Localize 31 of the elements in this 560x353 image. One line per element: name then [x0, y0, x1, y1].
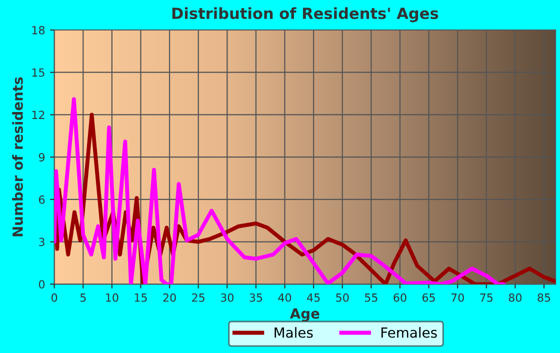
- y-tick-label: 18: [32, 26, 45, 34]
- x-tick-label: 15: [134, 294, 147, 302]
- x-tick-label: 50: [336, 293, 349, 302]
- x-tick-label: 40: [278, 293, 292, 302]
- y-tick-label: 9: [38, 153, 45, 162]
- y-axis-title: Number of residents: [12, 77, 23, 236]
- y-tick-label: 3: [39, 238, 44, 246]
- y-tick-label: 0: [38, 280, 45, 289]
- x-tick-label: 85: [538, 293, 550, 302]
- x-axis-title: Age: [290, 308, 320, 322]
- x-tick-label: 55: [364, 294, 378, 302]
- x-tick-label: 35: [250, 293, 262, 302]
- y-tick-label: 12: [32, 110, 44, 119]
- legend-label: Males: [274, 327, 313, 338]
- x-tick-label: 70: [451, 293, 464, 302]
- x-tick-label: 20: [163, 293, 176, 302]
- x-tick-label: 75: [480, 294, 492, 302]
- y-tick-label: 6: [39, 195, 45, 204]
- x-tick-label: 30: [220, 293, 234, 302]
- x-tick-label: 5: [80, 294, 86, 302]
- chart-title: Distribution of Residents' Ages: [172, 7, 438, 22]
- y-tick-label: 15: [32, 68, 44, 77]
- x-tick-label: 0: [52, 293, 58, 302]
- x-tick-label: 10: [106, 293, 118, 302]
- x-tick-label: 60: [394, 293, 406, 302]
- x-tick-label: 65: [422, 293, 435, 302]
- x-tick-label: 25: [192, 293, 204, 302]
- x-tick-label: 45: [307, 294, 320, 302]
- legend-label: Females: [381, 327, 437, 338]
- x-tick-label: 80: [508, 293, 522, 302]
- line-series: [54, 97, 506, 284]
